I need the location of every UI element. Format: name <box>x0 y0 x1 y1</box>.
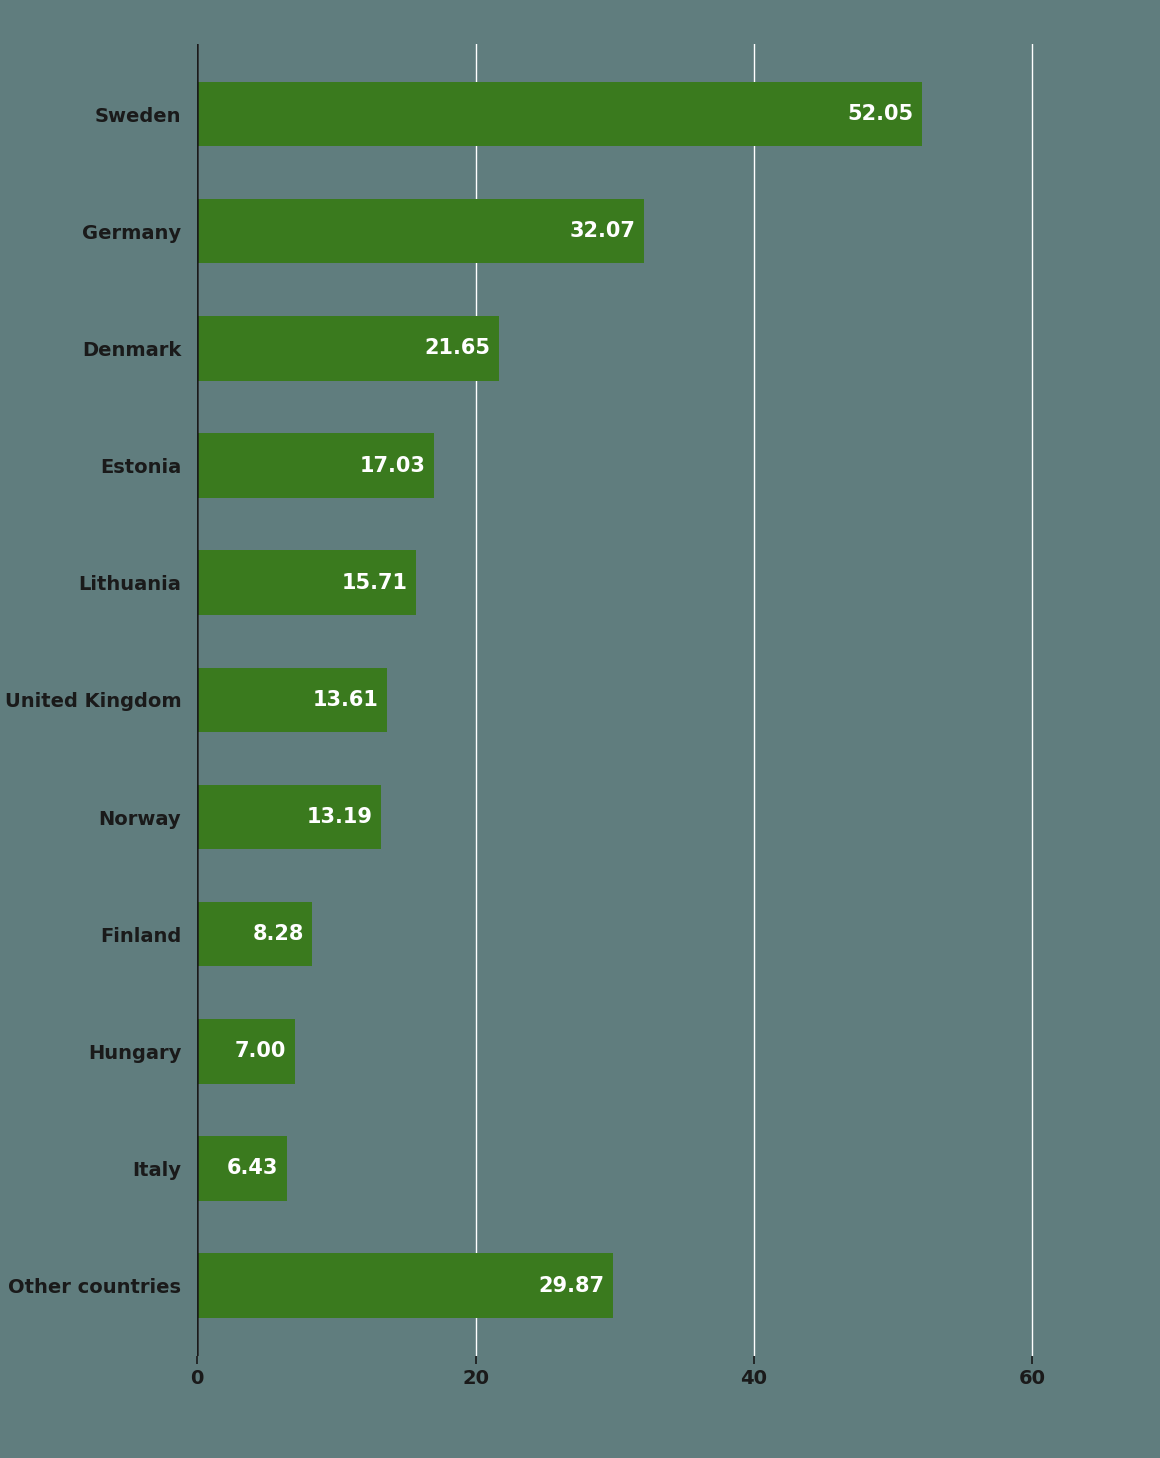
Text: 52.05: 52.05 <box>847 104 913 124</box>
Bar <box>197 82 922 146</box>
Bar <box>197 1254 612 1318</box>
Text: 13.61: 13.61 <box>312 690 378 710</box>
Bar <box>197 551 416 615</box>
Bar <box>197 668 386 732</box>
Text: 13.19: 13.19 <box>306 806 372 827</box>
Text: 17.03: 17.03 <box>360 455 426 475</box>
Text: 32.07: 32.07 <box>570 222 636 241</box>
Bar <box>197 316 499 381</box>
Text: 7.00: 7.00 <box>235 1041 287 1061</box>
Bar <box>197 198 644 264</box>
Bar <box>197 1019 295 1083</box>
Bar <box>197 784 380 849</box>
Bar <box>197 433 434 497</box>
Text: 15.71: 15.71 <box>341 573 407 593</box>
Text: 29.87: 29.87 <box>538 1276 604 1296</box>
Text: 6.43: 6.43 <box>227 1159 278 1178</box>
Bar <box>197 1136 287 1201</box>
Text: 8.28: 8.28 <box>253 924 304 945</box>
Text: 21.65: 21.65 <box>425 338 491 359</box>
Bar <box>197 903 312 967</box>
